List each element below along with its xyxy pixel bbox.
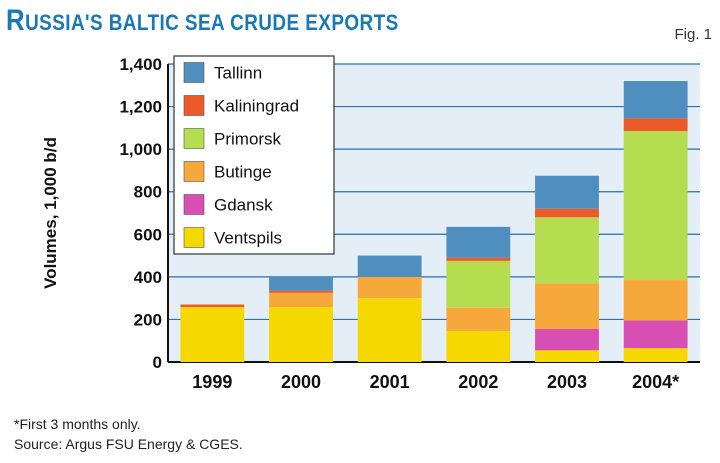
bar-segment-ventspils — [623, 348, 688, 362]
y-tick-label: 1,000 — [119, 140, 162, 159]
bar-segment-butinge — [623, 280, 688, 321]
title-rest: USSIA'S BALTIC SEA CRUDE EXPORTS — [25, 10, 399, 35]
legend-label: Gdansk — [214, 196, 273, 215]
bar-segment-ventspils — [535, 350, 599, 362]
legend-swatch — [183, 161, 205, 182]
legend-swatch — [183, 227, 205, 248]
bar-segment-ventspils — [180, 307, 245, 362]
bar-segment-tallinn — [269, 276, 333, 291]
x-tick-label: 2002 — [458, 372, 498, 392]
y-tick-label: 600 — [134, 225, 162, 244]
legend-label: Primorsk — [214, 130, 282, 149]
x-tick-label: 2001 — [370, 372, 410, 392]
bar-segment-butinge — [269, 292, 333, 308]
bar-segment-butinge — [535, 283, 599, 330]
bar-segment-gdansk — [623, 320, 688, 349]
bar-segment-tallinn — [446, 226, 511, 258]
y-tick-label: 800 — [134, 183, 162, 202]
bar-segment-primorsk — [535, 217, 599, 284]
y-tick-label: 400 — [134, 268, 162, 287]
bar-segment-primorsk — [623, 131, 688, 281]
legend-swatch — [183, 62, 205, 83]
y-tick-label: 1,200 — [119, 98, 162, 117]
legend-label: Kaliningrad — [214, 97, 299, 116]
bar-segment-kaliningrad — [446, 257, 511, 261]
bar-segment-kaliningrad — [269, 290, 333, 293]
legend-swatch — [183, 194, 205, 215]
footnote: *First 3 months only. — [14, 416, 141, 432]
title-initial: R — [6, 4, 26, 37]
bar-segment-butinge — [446, 307, 511, 332]
y-tick-label: 1,400 — [119, 55, 162, 74]
bar-segment-tallinn — [623, 81, 688, 119]
legend-box — [173, 55, 335, 255]
chart-title: RUSSIA'S BALTIC SEA CRUDE EXPORTS — [6, 4, 399, 38]
legend-label: Tallinn — [214, 64, 262, 83]
legend-swatch — [183, 95, 205, 116]
bar-segment-tallinn — [535, 175, 599, 209]
bar-segment-kaliningrad — [535, 208, 599, 218]
bar-segment-kaliningrad — [180, 304, 245, 308]
y-tick-label: 0 — [153, 353, 162, 372]
y-tick-label: 200 — [134, 310, 162, 329]
bar-segment-ventspils — [269, 307, 333, 362]
y-axis-label: Volumes, 1,000 b/d — [41, 137, 60, 289]
x-tick-label: 2004* — [632, 372, 679, 392]
source-note: Source: Argus FSU Energy & CGES. — [14, 436, 243, 452]
x-tick-label: 2003 — [547, 372, 587, 392]
legend-label: Butinge — [214, 163, 272, 182]
legend-swatch — [183, 128, 205, 149]
bar-segment-ventspils — [446, 331, 511, 362]
bar-segment-tallinn — [357, 255, 422, 277]
x-tick-label: 2000 — [281, 372, 321, 392]
legend-label: Ventspils — [214, 229, 282, 248]
bar-segment-primorsk — [446, 260, 511, 308]
bar-segment-butinge — [357, 276, 422, 299]
x-tick-label: 1999 — [192, 372, 232, 392]
bar-segment-ventspils — [357, 298, 422, 362]
bar-segment-kaliningrad — [623, 118, 688, 132]
bar-segment-gdansk — [535, 329, 599, 351]
figure-label: Fig. 1 — [674, 26, 712, 43]
